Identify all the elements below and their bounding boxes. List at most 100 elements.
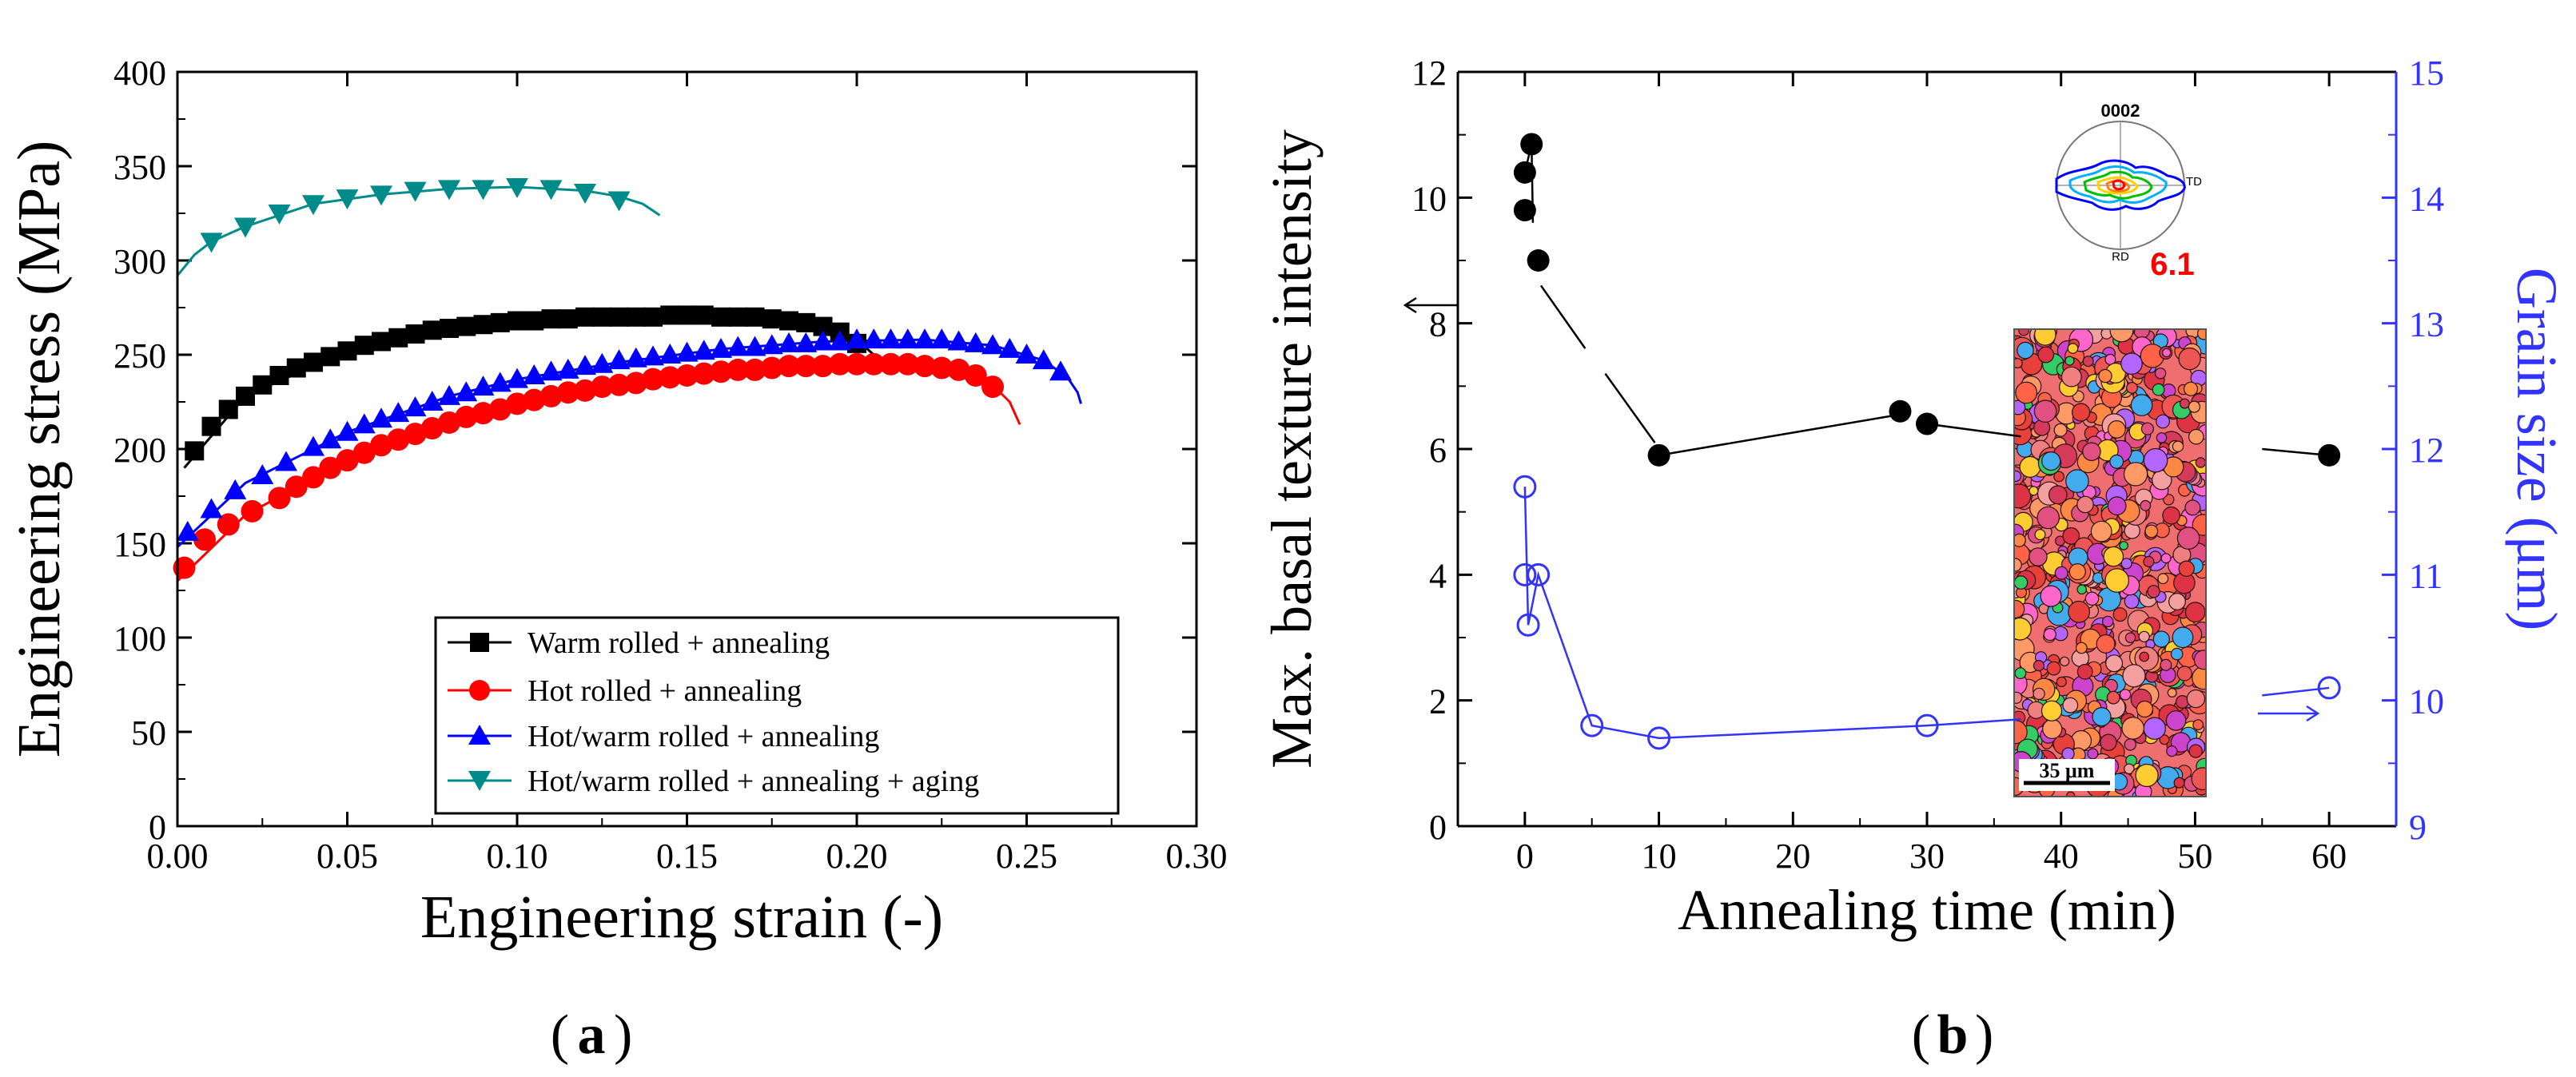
- panel-a-point-2: [336, 420, 359, 441]
- panel-a-ytick-label: 100: [113, 619, 166, 658]
- ebsd-grain: [2124, 738, 2136, 751]
- panel-a-point-2: [811, 330, 834, 351]
- ebsd-grain: [2112, 607, 2128, 622]
- panel-a-point-2: [420, 391, 444, 411]
- panel-a-point-2: [846, 328, 868, 349]
- panel-a-point-1: [659, 366, 682, 389]
- panel-a-point-1: [574, 379, 596, 402]
- panel-a-point-1: [336, 449, 359, 472]
- ebsd-grain: [2178, 347, 2201, 371]
- panel-a-point-0: [269, 365, 289, 385]
- ebsd-grain: [2037, 506, 2060, 530]
- ebsd-grain: [2072, 403, 2091, 422]
- ebsd-grain: [2033, 399, 2057, 423]
- panel-b-xtick-label: 60: [2311, 837, 2347, 876]
- panel-a-point-1: [193, 528, 216, 551]
- panel-b-ytick-right-label: 9: [2409, 808, 2427, 847]
- ebsd-grain: [2143, 555, 2155, 568]
- ebsd-grain: [2062, 527, 2080, 545]
- panel-a-point-1: [387, 428, 410, 451]
- panel-a-point-1: [523, 388, 546, 411]
- panel-a-point-1: [896, 352, 919, 376]
- grain-size-point: [1513, 475, 1537, 499]
- panel-a-point-0: [626, 307, 646, 327]
- ebsd-grain: [2121, 717, 2144, 740]
- panel-b-chart: 35 μm 0002 TD RD 6.1 0 10 20 30 40 50 60 0 2 4 6 8 1…: [1260, 54, 2569, 1066]
- grain-size-point: [1915, 713, 1939, 737]
- ebsd-grain: [2124, 594, 2140, 610]
- grain-size-point: [1513, 562, 1537, 586]
- ebsd-grain: [2159, 734, 2170, 745]
- ebsd-grain: [2019, 455, 2041, 478]
- panel-b-xtick-label: 30: [1909, 837, 1945, 876]
- texture-point: [1889, 399, 1912, 423]
- panel-b-ytick-right-label: 10: [2409, 682, 2444, 721]
- panel-a-legend: Warm rolled + annealing Hot rolled + ann…: [434, 616, 1120, 815]
- legend-label-hot: Hot rolled + annealing: [528, 674, 802, 708]
- panel-b-ylabel-left: Max. basal texture intensity: [1260, 129, 1324, 769]
- ebsd-grain: [2018, 329, 2029, 336]
- ebsd-grain: [2065, 469, 2089, 493]
- scale-bar-label: 35 μm: [2040, 759, 2095, 782]
- panel-a-point-3: [574, 184, 596, 205]
- panel-a-point-3: [234, 217, 257, 238]
- ebsd-grain: [2188, 744, 2203, 758]
- panel-a-point-0: [286, 358, 306, 378]
- panel-a-point-0: [745, 307, 765, 327]
- panel-a-point-2: [981, 334, 1004, 355]
- ebsd-grain: [2139, 651, 2150, 662]
- pole-figure-max-value: 6.1: [2150, 247, 2195, 282]
- ebsd-grain: [2184, 602, 2206, 623]
- panel-a-point-1: [556, 381, 579, 404]
- ebsd-grain: [2122, 664, 2146, 688]
- ebsd-grain: [2157, 573, 2169, 585]
- panel-a-point-0: [405, 324, 425, 344]
- panel-b-ytick-left-label: 10: [1411, 179, 1447, 218]
- texture-point: [1513, 199, 1536, 222]
- panel-a-point-0: [201, 416, 221, 436]
- ebsd-grain: [2120, 352, 2143, 375]
- ebsd-grain: [2105, 654, 2124, 673]
- ebsd-grain: [2119, 541, 2128, 550]
- panel-a-point-3: [607, 191, 631, 212]
- panel-a-point-3: [404, 181, 427, 202]
- panel-a-point-3: [302, 195, 324, 216]
- panel-a-point-1: [914, 355, 936, 378]
- texture-point: [1527, 249, 1550, 272]
- texture-point: [1647, 443, 1670, 467]
- panel-a-point-2: [642, 345, 664, 366]
- ebsd-grain: [2060, 366, 2082, 387]
- panel-a-point-2: [275, 451, 297, 471]
- panel-a-point-1: [642, 368, 664, 391]
- panel-a-point-0: [660, 305, 680, 325]
- ebsd-grain: [2014, 399, 2026, 415]
- panel-a-point-2: [472, 376, 495, 396]
- panel-a-point-0: [779, 311, 798, 331]
- panel-a-point-3: [472, 180, 495, 201]
- ebsd-map-grains: [2014, 329, 2206, 797]
- ebsd-grain: [2040, 585, 2062, 607]
- ebsd-grain: [2029, 547, 2048, 566]
- ebsd-grain: [2160, 553, 2172, 564]
- ebsd-grain: [2192, 666, 2206, 690]
- ebsd-grain: [2133, 329, 2150, 340]
- ebsd-grain: [2101, 615, 2114, 628]
- panel-a-point-2: [760, 334, 783, 355]
- panel-a-xtick-label: 0.15: [656, 837, 718, 876]
- panel-a-ylabel: Engineering stress (MPa): [6, 141, 73, 758]
- ebsd-grain: [2014, 358, 2023, 369]
- panel-a-point-0: [218, 399, 238, 419]
- panel-a-point-0: [321, 347, 340, 367]
- panel-a-point-2: [947, 330, 970, 351]
- panel-a-xtick-label: 0.25: [996, 837, 1057, 876]
- texture-line-seg-6: [2262, 447, 2330, 457]
- panel-a-point-2: [251, 464, 274, 485]
- ebsd-grain: [2096, 634, 2116, 654]
- ebsd-grain: [2082, 356, 2094, 368]
- ebsd-grain: [2136, 700, 2153, 718]
- ebsd-grain: [2041, 451, 2061, 471]
- ebsd-grain: [2172, 626, 2194, 649]
- ebsd-grain: [2068, 562, 2086, 581]
- panel-a-point-1: [217, 513, 240, 536]
- panel-a-point-1: [964, 364, 987, 387]
